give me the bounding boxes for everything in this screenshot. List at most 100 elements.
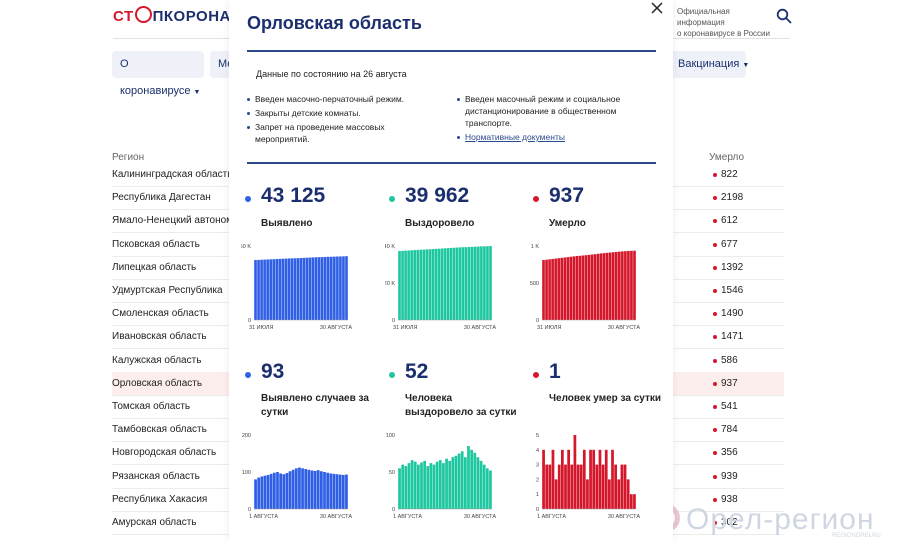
chart-bar (282, 474, 286, 509)
chart-bar (323, 256, 327, 320)
chart-bar (423, 460, 426, 509)
stat-label: Умерло (549, 218, 586, 229)
region-deaths: 937 (721, 377, 738, 389)
chart-bar (575, 255, 579, 320)
chart-bar (401, 464, 405, 509)
chart-bar (614, 464, 617, 509)
chart-bar (557, 464, 561, 509)
y-tick-label: 1 K (531, 244, 540, 250)
site-logo[interactable]: СТ ПКОРОНАВИ (113, 6, 253, 25)
chart-bar (479, 460, 483, 509)
region-deaths: 677 (721, 238, 738, 250)
deaths-dot-icon (713, 196, 717, 201)
chart-bar (329, 473, 333, 509)
chart-bar (454, 455, 458, 509)
chart-bar (489, 246, 492, 320)
chart-bar (452, 247, 456, 320)
chart-bar (601, 464, 605, 509)
chart-bar (278, 258, 282, 320)
deaths-dot-icon (713, 405, 717, 409)
chart-bar (332, 473, 336, 509)
y-tick-label: 0 (392, 507, 395, 513)
region-deaths: 938 (721, 493, 738, 505)
chart-bar (431, 249, 435, 320)
deaths-dot-icon (713, 242, 717, 247)
chart-bar (572, 256, 576, 320)
chart-bar (407, 463, 411, 509)
region-name: Смоленская область (112, 308, 209, 320)
chart-bar (339, 256, 342, 320)
deaths-dot-icon (713, 265, 717, 270)
watermark-subtext: REGIONORELRU (832, 533, 881, 539)
chart-bar (455, 247, 459, 320)
y-tick-label: 0 (392, 318, 395, 324)
chart-bar (592, 449, 596, 509)
normative-documents-link[interactable]: Нормативные документы (457, 132, 565, 142)
y-tick-label: 0 (248, 507, 251, 513)
nav-about-label: О коронавирусе (120, 58, 191, 97)
chart-bar (345, 256, 348, 320)
column-header-region[interactable]: Регион (112, 152, 145, 163)
chart-bar (432, 464, 436, 509)
chart-bar (296, 258, 300, 320)
nav-about-button[interactable]: О коронавирусе ▼ (112, 51, 204, 97)
chart-bar (257, 259, 260, 320)
chart-bar (470, 246, 474, 320)
chart-bar (338, 474, 342, 509)
stat-label: Человек умер за сутки (549, 393, 662, 404)
chart-bar (570, 464, 574, 509)
chart-bar (305, 257, 309, 320)
chart-bar (551, 258, 554, 320)
chart-bar (345, 474, 348, 509)
region-name: Амурская область (112, 517, 197, 528)
stat-label: Выявлено случаев за сутки (261, 393, 369, 418)
chart-bar (425, 249, 429, 320)
chart-bar (413, 461, 417, 509)
x-start-label: 31 ИЮЛЯ (537, 325, 562, 331)
column-header-deaths[interactable]: Умерло (709, 152, 745, 163)
chart-bar (483, 246, 486, 320)
y-tick-label: 20 K (385, 281, 395, 287)
chart-bar (301, 468, 304, 509)
mini-bar-chart: 1 K 500 031 ИЮЛЯ 30 АВГУСТА (530, 244, 641, 331)
mini-bar-chart: 40 K 20 K 031 ИЮЛЯ 30 АВГУСТА (385, 244, 496, 331)
chart-bar (611, 449, 614, 509)
chart-bar (434, 248, 438, 320)
chart-bar (410, 250, 413, 320)
chart-bar (486, 246, 489, 320)
chart-bar (467, 446, 470, 509)
nav-vaccination-button[interactable]: Вакцинация ▼ (670, 51, 749, 78)
region-deaths: 2198 (721, 192, 744, 204)
chart-bar (596, 253, 600, 320)
x-end-label: 30 АВГУСТА (320, 514, 352, 520)
chart-bar (438, 460, 442, 509)
region-name: Удмуртская Республика (112, 285, 223, 296)
chart-bar (624, 251, 627, 320)
chart-bar (442, 463, 445, 509)
chart-bar (629, 494, 633, 509)
site-header: СТ ПКОРОНАВИ Официальная информация о кор… (0, 0, 900, 40)
chart-bar (599, 253, 603, 320)
chart-bar (437, 248, 441, 320)
region-name: Республика Хакасия (112, 493, 208, 505)
search-icon[interactable] (776, 8, 792, 24)
region-name: Калининградская область (112, 169, 233, 180)
close-icon[interactable] (650, 1, 664, 15)
chart-bar (407, 250, 410, 320)
deaths-dot-icon (713, 312, 717, 317)
logo-text-right: ПКОРОНАВИ (152, 8, 254, 25)
chart-bar (545, 259, 548, 320)
chart-bar (605, 252, 609, 320)
y-tick-label: 40 K (385, 244, 395, 250)
chart-bar (633, 494, 636, 509)
chart-bar (489, 470, 492, 509)
deaths-dot-icon (713, 497, 717, 502)
chart-bar (336, 256, 339, 320)
chart-bar (458, 247, 462, 320)
stat-value: 43 125 (261, 184, 326, 207)
chart-bar (566, 257, 570, 320)
y-tick-label: 0 (536, 318, 539, 324)
chart-bar (589, 449, 592, 509)
stat-value: 937 (549, 184, 585, 207)
y-tick-label: 0 (248, 318, 251, 324)
